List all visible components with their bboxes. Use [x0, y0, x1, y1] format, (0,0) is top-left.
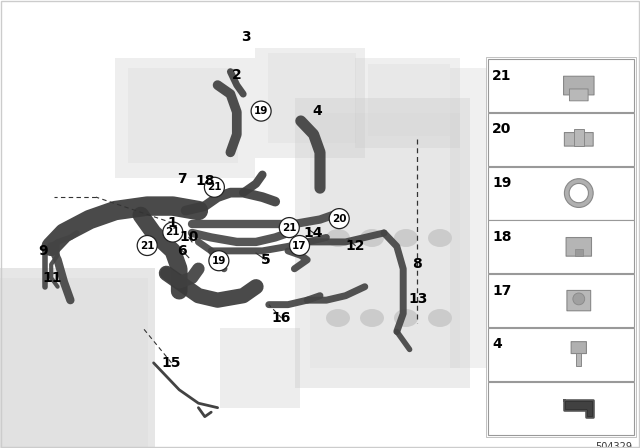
- Text: 504329: 504329: [595, 442, 632, 448]
- Text: 21: 21: [282, 223, 296, 233]
- Bar: [268, 53, 356, 143]
- Bar: [488, 274, 634, 327]
- Text: 10: 10: [179, 230, 198, 245]
- Circle shape: [163, 222, 183, 242]
- Ellipse shape: [360, 309, 384, 327]
- Ellipse shape: [326, 229, 350, 247]
- Text: 19: 19: [212, 256, 226, 266]
- Bar: [128, 68, 238, 163]
- Text: 4: 4: [492, 337, 502, 351]
- Bar: [310, 113, 460, 368]
- Polygon shape: [564, 400, 593, 417]
- Circle shape: [573, 293, 585, 305]
- Circle shape: [289, 236, 310, 255]
- Text: 18: 18: [195, 174, 214, 189]
- Text: 19: 19: [492, 176, 512, 190]
- Ellipse shape: [394, 309, 418, 327]
- FancyBboxPatch shape: [567, 290, 591, 311]
- Bar: [295, 98, 470, 388]
- Text: 13: 13: [409, 292, 428, 306]
- Circle shape: [251, 101, 271, 121]
- Bar: [450, 68, 530, 368]
- Circle shape: [279, 218, 300, 237]
- Text: 21: 21: [166, 227, 180, 237]
- Text: 5: 5: [260, 253, 271, 267]
- FancyBboxPatch shape: [570, 89, 588, 101]
- Bar: [575, 250, 583, 256]
- Text: 21: 21: [492, 69, 512, 82]
- FancyBboxPatch shape: [571, 342, 586, 353]
- Text: 11: 11: [43, 271, 62, 285]
- Bar: [576, 353, 581, 366]
- Bar: [488, 382, 634, 435]
- Bar: [0, 268, 155, 448]
- Ellipse shape: [428, 229, 452, 247]
- Circle shape: [329, 209, 349, 228]
- FancyBboxPatch shape: [564, 133, 593, 146]
- Text: 17: 17: [492, 284, 512, 297]
- Bar: [255, 48, 365, 158]
- Text: 6: 6: [177, 244, 188, 258]
- FancyBboxPatch shape: [564, 76, 594, 95]
- Text: 15: 15: [162, 356, 181, 370]
- Text: 3: 3: [241, 30, 252, 44]
- Text: 2: 2: [232, 68, 242, 82]
- Text: 14: 14: [304, 226, 323, 240]
- Bar: [355, 58, 460, 148]
- Text: 9: 9: [38, 244, 49, 258]
- Bar: [0, 278, 148, 448]
- Text: 21: 21: [140, 241, 154, 250]
- Bar: [573, 129, 584, 146]
- Text: 21: 21: [207, 182, 221, 192]
- Text: 18: 18: [492, 230, 512, 244]
- Bar: [488, 220, 634, 273]
- Text: 16: 16: [272, 311, 291, 325]
- Bar: [488, 328, 634, 381]
- Bar: [488, 59, 634, 112]
- FancyBboxPatch shape: [566, 237, 591, 256]
- Ellipse shape: [326, 309, 350, 327]
- Circle shape: [137, 236, 157, 255]
- Circle shape: [204, 177, 225, 197]
- Text: 20: 20: [492, 122, 512, 136]
- Text: 4: 4: [312, 104, 322, 118]
- Bar: [488, 167, 634, 220]
- Bar: [368, 64, 450, 136]
- Text: 1: 1: [168, 216, 178, 230]
- Ellipse shape: [394, 229, 418, 247]
- Bar: [486, 57, 636, 436]
- Bar: [115, 58, 255, 178]
- Text: 19: 19: [254, 106, 268, 116]
- Text: 20: 20: [332, 214, 346, 224]
- Bar: [488, 113, 634, 166]
- Text: 8: 8: [412, 257, 422, 271]
- Text: 17: 17: [292, 241, 307, 250]
- Circle shape: [209, 251, 229, 271]
- Ellipse shape: [360, 229, 384, 247]
- Text: 7: 7: [177, 172, 188, 186]
- Ellipse shape: [428, 309, 452, 327]
- Text: 12: 12: [346, 238, 365, 253]
- Bar: [220, 328, 300, 408]
